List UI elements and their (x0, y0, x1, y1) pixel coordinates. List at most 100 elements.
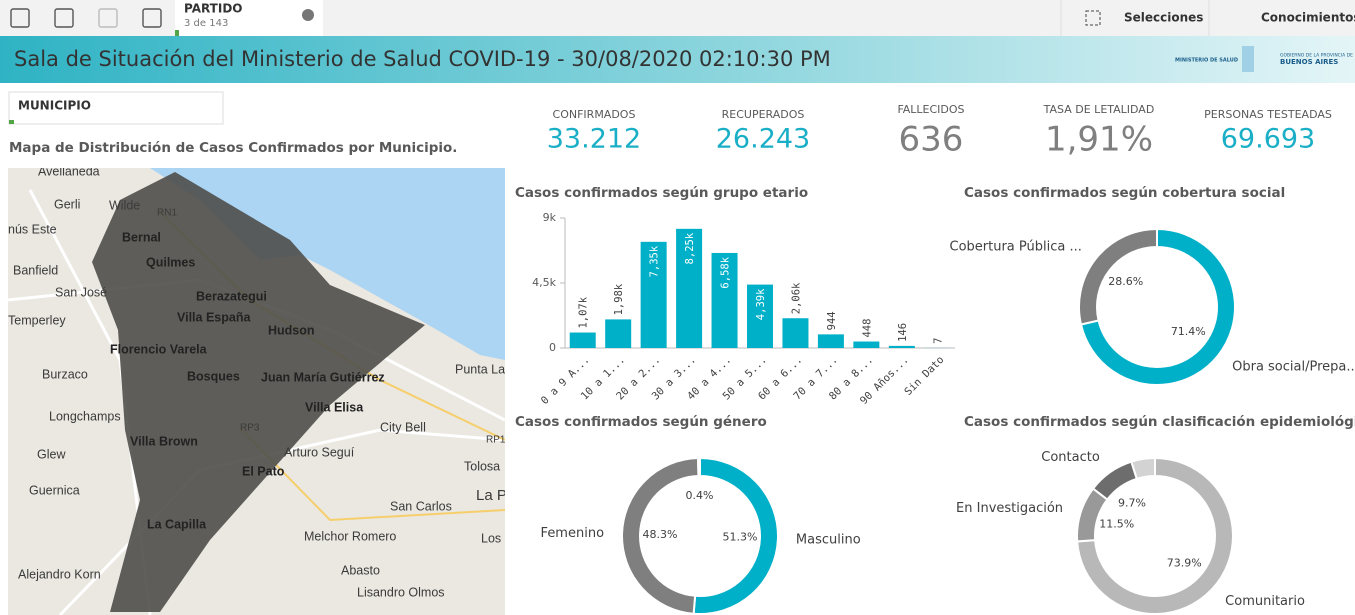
value-label: 6,58k (720, 256, 732, 288)
value-label: 1,07k (578, 296, 590, 328)
donut-slice (1078, 227, 1158, 326)
category-label: Cobertura Pública ... (950, 240, 1082, 255)
map-label: Hudson (268, 323, 315, 337)
bar (569, 332, 596, 348)
header-bar (0, 36, 1355, 83)
chart-title: Casos confirmados según grupo etario (515, 185, 808, 201)
map-label: La P (476, 487, 507, 504)
map-label: RN1 (157, 208, 177, 219)
map-label: Alejandro Korn (18, 567, 101, 581)
filter-box[interactable] (8, 91, 224, 125)
y-tick-label: 4,5k (532, 276, 556, 289)
map-label: Longchamps (49, 409, 121, 423)
donut-slice (692, 456, 779, 615)
map-label: San José (55, 285, 107, 299)
y-tick-label: 0 (549, 341, 556, 354)
map-label: Quilmes (146, 255, 195, 269)
value-label: 7 (932, 338, 944, 344)
donut-slice (1091, 460, 1139, 501)
map-label: Wilde (109, 198, 140, 212)
logo-text: BUENOS AIRES (1280, 58, 1338, 66)
bar (605, 319, 632, 348)
selection-field: PARTIDO (184, 2, 243, 16)
map-label: Burzaco (42, 367, 88, 381)
map-label: Gerli (54, 197, 80, 211)
value-label: 448 (861, 319, 873, 338)
kpi-value: 69.693 (1221, 124, 1315, 155)
tool-button[interactable] (142, 8, 162, 28)
map-label: Glew (37, 447, 66, 461)
insights-button[interactable]: Conocimientos (1261, 11, 1355, 25)
map-label: Guernica (29, 483, 80, 497)
value-label: 73.9% (1167, 556, 1202, 569)
chart-title: Casos confirmados según cobertura social (964, 185, 1285, 201)
selection-tab[interactable] (175, 0, 323, 36)
map-label: Arturo Seguí (284, 445, 355, 459)
map-label: El Pato (242, 464, 285, 478)
logo-text: GOBIERNO DE LA PROVINCIA DE (1280, 53, 1353, 59)
logo-text: MINISTERIO DE SALUD (1175, 58, 1238, 64)
map-label: Villa España (177, 310, 251, 324)
map-label: Banfield (13, 263, 58, 277)
kpi-label: FALLECIDOS (897, 103, 964, 116)
value-label: 9.7% (1118, 496, 1146, 509)
map-label: Punta La (455, 362, 505, 376)
map-label: RP3 (240, 423, 260, 434)
map-title: Mapa de Distribución de Casos Confirmado… (9, 140, 457, 156)
bar (747, 284, 773, 348)
selected-region[interactable] (92, 172, 425, 612)
value-label: 2,06k (790, 282, 802, 314)
kpi-label: RECUPERADOS (722, 108, 805, 121)
clear-selection[interactable] (302, 9, 314, 21)
kpi-label: CONFIRMADOS (553, 108, 636, 121)
value-label: 7,35k (649, 245, 661, 277)
category-label: Comunitario (1225, 594, 1305, 609)
value-label: 944 (826, 311, 838, 330)
category-label: Obra social/Prepa... (1232, 359, 1355, 374)
bar (640, 241, 667, 348)
map-label: Melchor Romero (304, 529, 396, 543)
map-label: La Capilla (147, 517, 207, 531)
map-label: Los Horn (481, 531, 532, 545)
chart-title: Casos confirmados según género (515, 414, 767, 430)
kpi-value: 33.212 (547, 124, 641, 155)
map[interactable]: Avellaneda Gerli Wilde RN1 nús Este Bern… (8, 164, 532, 615)
value-label: 146 (897, 323, 909, 342)
category-label: Contacto (1041, 450, 1100, 465)
donut-slice (1130, 456, 1156, 481)
bar (817, 334, 844, 348)
value-label: 4,39k (755, 288, 767, 320)
map-label: Bosques (187, 369, 240, 383)
kpi-value: 636 (899, 120, 964, 160)
kpi-label: PERSONAS TESTEADAS (1204, 108, 1332, 121)
kpi-value: 26.243 (716, 124, 810, 155)
bar (676, 228, 703, 348)
page-title: Sala de Situación del Ministerio de Salu… (14, 47, 831, 71)
value-label: 51.3% (722, 531, 757, 544)
category-label: Femenino (541, 526, 605, 541)
map-label: Villa Elisa (305, 400, 364, 414)
bar (782, 318, 809, 348)
selection-count: 3 de 143 (184, 18, 228, 29)
map-label: Berazategui (196, 289, 267, 303)
value-label: 1,98k (613, 283, 625, 315)
map-label: Juan María Gutiérrez (261, 370, 385, 384)
donut-slice (697, 456, 701, 478)
map-label: Villa Brown (130, 434, 198, 448)
tool-button[interactable] (10, 8, 30, 28)
map-label: Bernal (122, 230, 161, 244)
selections-button[interactable]: Selecciones (1124, 11, 1203, 25)
map-label: City Bell (380, 420, 426, 434)
map-label: Temperley (8, 313, 66, 327)
tool-button[interactable] (98, 8, 118, 28)
map-label: Tolosa (464, 459, 500, 473)
bar (711, 252, 738, 348)
tool-button[interactable] (54, 8, 74, 28)
chart-title: Casos confirmados según clasificación ep… (964, 414, 1355, 430)
bar (853, 341, 880, 348)
map-label: nús Este (8, 222, 57, 236)
logo-mark (1242, 46, 1254, 72)
value-label: 71.4% (1171, 325, 1206, 338)
value-label: 0.4% (686, 489, 714, 502)
